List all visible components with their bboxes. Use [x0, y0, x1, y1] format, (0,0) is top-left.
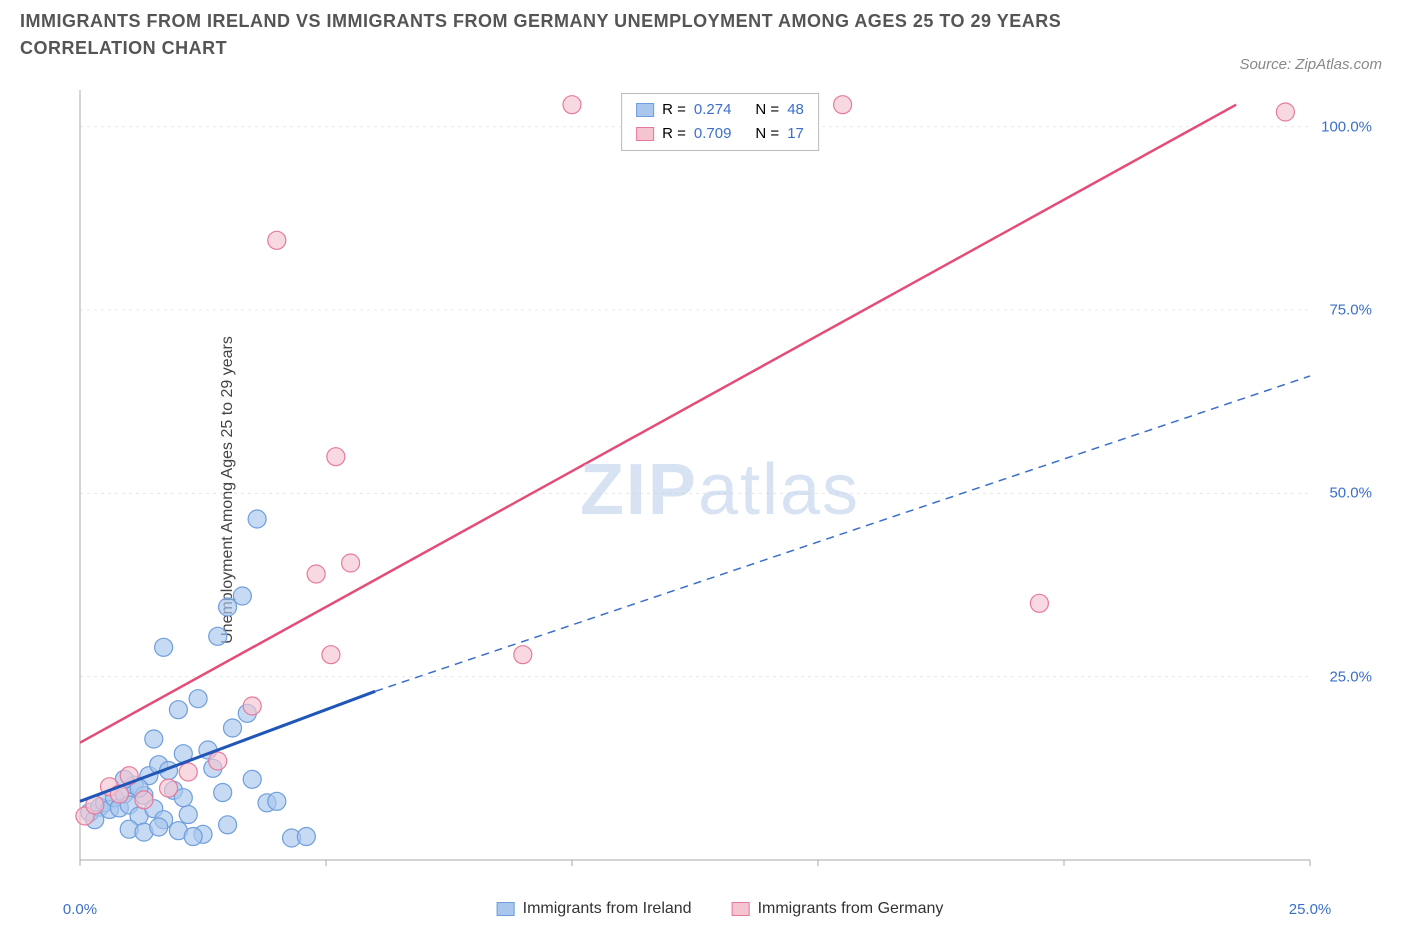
n-label: N =	[755, 98, 779, 122]
x-tick-label: 0.0%	[63, 901, 97, 918]
y-tick-label: 100.0%	[1321, 118, 1372, 135]
r-label: R =	[662, 98, 686, 122]
n-label: N =	[755, 122, 779, 146]
r-value-ireland: 0.274	[694, 98, 732, 122]
correlation-legend: R = 0.274 N = 48 R = 0.709 N = 17	[621, 93, 819, 151]
legend-item-germany: Immigrants from Germany	[732, 900, 944, 918]
n-value-germany: 17	[787, 122, 804, 146]
y-tick-label: 75.0%	[1329, 302, 1372, 319]
n-value-ireland: 48	[787, 98, 804, 122]
swatch-germany	[636, 127, 654, 141]
legend-row-germany: R = 0.709 N = 17	[636, 122, 804, 146]
series-legend: Immigrants from Ireland Immigrants from …	[497, 900, 944, 918]
swatch-ireland-icon	[497, 902, 515, 916]
swatch-ireland	[636, 103, 654, 117]
legend-label-germany: Immigrants from Germany	[758, 900, 944, 918]
swatch-germany-icon	[732, 902, 750, 916]
scatter-chart	[60, 90, 1380, 890]
legend-row-ireland: R = 0.274 N = 48	[636, 98, 804, 122]
chart-title: IMMIGRANTS FROM IRELAND VS IMMIGRANTS FR…	[20, 8, 1120, 62]
chart-area: Unemployment Among Ages 25 to 29 years Z…	[60, 90, 1380, 890]
y-tick-label: 50.0%	[1329, 485, 1372, 502]
r-value-germany: 0.709	[694, 122, 732, 146]
source-credit: Source: ZipAtlas.com	[1239, 56, 1382, 73]
y-tick-label: 25.0%	[1329, 668, 1372, 685]
legend-item-ireland: Immigrants from Ireland	[497, 900, 692, 918]
legend-label-ireland: Immigrants from Ireland	[523, 900, 692, 918]
r-label: R =	[662, 122, 686, 146]
x-tick-label: 25.0%	[1289, 901, 1332, 918]
